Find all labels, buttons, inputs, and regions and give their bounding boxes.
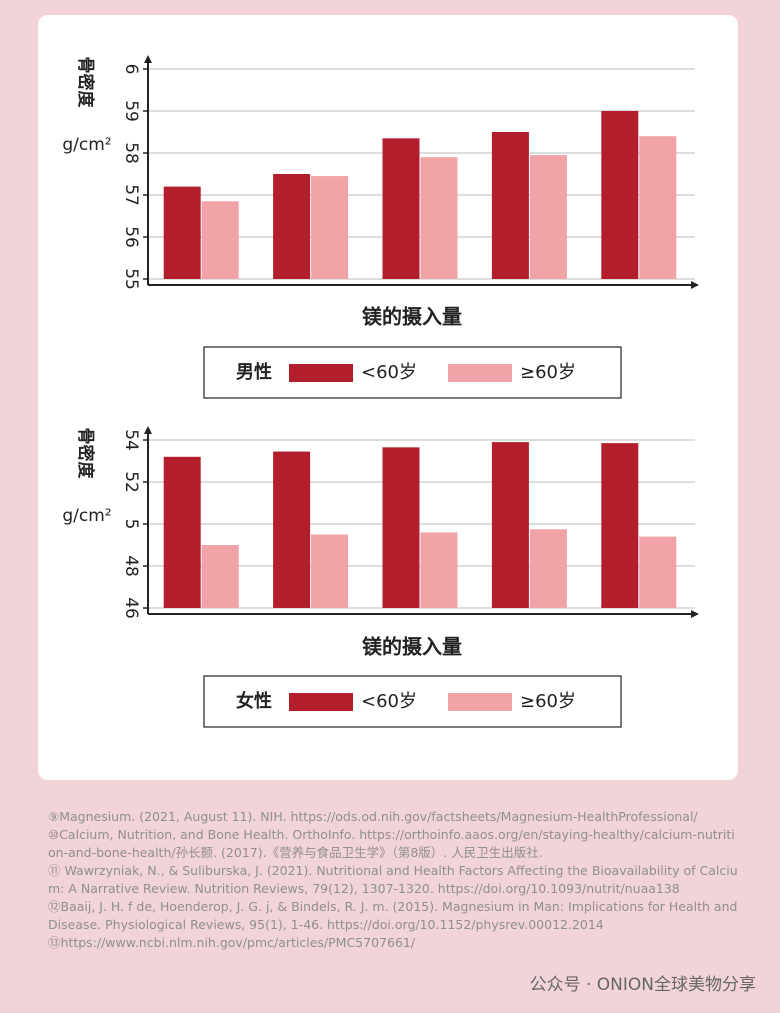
x-axis-arrow <box>691 610 699 618</box>
references: ⑨Magnesium. (2021, August 11). NIH. http… <box>48 808 738 952</box>
y-tick-label: 59 <box>121 100 141 122</box>
legend-label: ≥60岁 <box>520 691 576 712</box>
bar <box>420 532 458 608</box>
legend-title: 女性 <box>236 690 272 712</box>
legend-swatch <box>448 693 512 711</box>
y-tick-label: 54 <box>121 429 141 451</box>
x-axis-label: 镁的摄入量 <box>362 635 462 659</box>
x-axis-arrow <box>691 281 699 289</box>
y-tick-label: 55 <box>121 268 141 290</box>
y-tick-label: 46 <box>121 597 141 619</box>
y-axis-unit: g/cm² <box>62 506 111 526</box>
bar <box>639 136 677 279</box>
legend-box <box>203 346 622 399</box>
reference: ⑨Magnesium. (2021, August 11). NIH. http… <box>48 809 698 824</box>
bar <box>601 111 639 279</box>
bar <box>273 451 311 608</box>
legend-label: <60岁 <box>361 362 417 383</box>
legend-title: 男性 <box>236 361 272 383</box>
bar <box>201 545 239 608</box>
legend-swatch <box>448 364 512 382</box>
y-axis-unit: g/cm² <box>62 135 111 155</box>
y-tick-label: 48 <box>121 555 141 577</box>
y-axis-label: 骨密度 <box>75 57 96 109</box>
bar <box>273 174 311 279</box>
bar <box>311 534 349 608</box>
bar <box>163 186 201 279</box>
bar <box>420 157 458 279</box>
bar <box>529 155 567 279</box>
y-tick-label: 57 <box>121 184 141 206</box>
reference: ⑪ Wawrzyniak, N., & Suliburska, J. (2021… <box>48 863 738 896</box>
bar <box>163 456 201 608</box>
x-axis-label: 镁的摄入量 <box>362 305 462 329</box>
bar <box>491 442 529 608</box>
reference: ⑫Baaij, J. H. f de, Hoenderop, J. G. j, … <box>48 899 738 932</box>
y-tick-label: 58 <box>121 142 141 164</box>
y-tick-label: 6 <box>121 64 141 75</box>
y-tick-label: 5 <box>121 519 141 530</box>
legend-swatch <box>289 693 353 711</box>
bar <box>382 447 420 608</box>
bar <box>311 176 349 279</box>
bar <box>639 536 677 608</box>
legend-box <box>203 675 622 728</box>
y-axis-arrow <box>144 55 152 63</box>
watermark: 公众号 · ONION全球美物分享 <box>529 975 756 995</box>
bar <box>529 529 567 608</box>
y-tick-label: 56 <box>121 226 141 248</box>
legend-label: ≥60岁 <box>520 362 576 383</box>
reference: ⑬https://www.ncbi.nlm.nih.gov/pmc/articl… <box>48 935 416 950</box>
reference: ⑩Calcium, Nutrition, and Bone Health. Or… <box>48 827 735 860</box>
legend-label: <60岁 <box>361 691 417 712</box>
bar <box>491 132 529 279</box>
bar <box>601 443 639 608</box>
bar <box>382 138 420 279</box>
y-axis-label: 骨密度 <box>75 428 96 480</box>
y-tick-label: 52 <box>121 471 141 493</box>
legend-swatch <box>289 364 353 382</box>
y-axis-arrow <box>144 426 152 434</box>
bar <box>201 201 239 279</box>
